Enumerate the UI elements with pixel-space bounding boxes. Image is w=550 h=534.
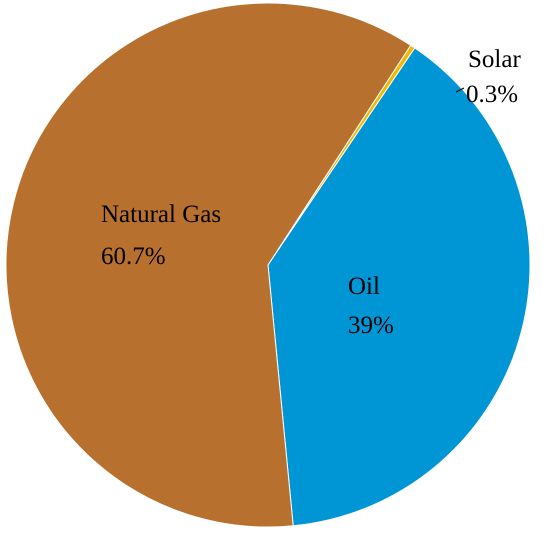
pie-slice-oil bbox=[267, 47, 531, 527]
pie-slices bbox=[5, 2, 531, 528]
solar-leader-line bbox=[455, 87, 465, 93]
pie-slice-natural-gas bbox=[5, 2, 412, 528]
slice-label-oil-name: Oil bbox=[348, 273, 380, 300]
slice-label-solar-value: 0.3% bbox=[466, 81, 518, 108]
slice-label-natural-gas-name: Natural Gas bbox=[101, 201, 221, 228]
pie-labels: Solar 0.3% Oil 39% Natural Gas 60.7% bbox=[101, 46, 521, 339]
slice-label-natural-gas-value: 60.7% bbox=[101, 243, 166, 270]
slice-label-solar-name: Solar bbox=[468, 46, 521, 73]
slice-label-oil-value: 39% bbox=[348, 312, 394, 339]
